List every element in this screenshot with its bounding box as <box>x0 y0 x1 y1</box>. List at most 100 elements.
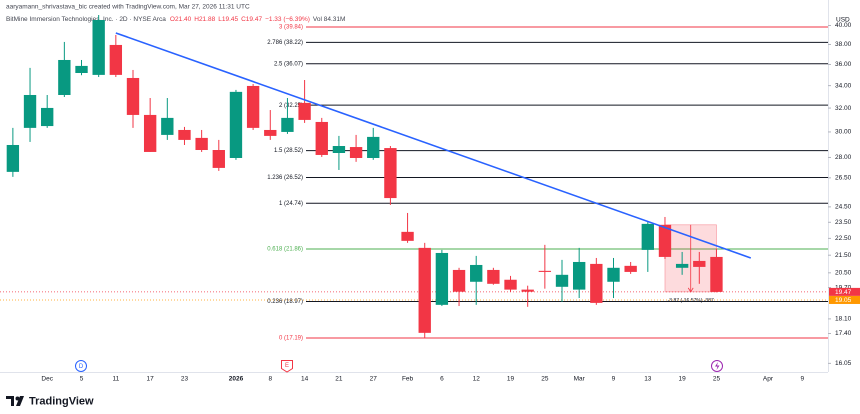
y-tick-label: 18.10 <box>835 316 852 323</box>
price-label-box <box>829 287 860 296</box>
candle-body <box>349 147 363 158</box>
fib-label: 1.5 (28.52) <box>274 148 303 154</box>
x-tick-label: 11 <box>112 376 119 383</box>
brand: TradingView <box>29 395 94 407</box>
candle-body <box>590 263 603 303</box>
x-tick-label: 5 <box>80 376 84 383</box>
trendline <box>115 32 752 259</box>
y-tick-label: 24.50 <box>835 204 852 211</box>
measure-arrow-head <box>687 287 694 293</box>
event-icon[interactable] <box>75 360 87 372</box>
fib-label: 0.236 (18.97) <box>267 299 303 305</box>
fib-label: 3 (39.84) <box>279 25 303 31</box>
candle-body <box>178 129 191 140</box>
candle-body <box>367 136 380 158</box>
candle-body <box>693 260 706 267</box>
x-tick-label: Apr <box>763 376 774 383</box>
symbol: BitMine Immersion Technologies, Inc. · 2… <box>6 16 166 23</box>
candle-body <box>161 117 174 135</box>
price-label-box <box>829 295 860 304</box>
x-tick-label: Feb <box>402 376 414 383</box>
y-tick-label: 36.00 <box>835 61 852 68</box>
candle-body <box>126 77 140 115</box>
candle-body <box>470 264 483 282</box>
candle-body <box>675 263 689 268</box>
fib-label: 0 (17.19) <box>279 336 303 342</box>
event-icon[interactable] <box>281 360 293 373</box>
x-tick-label: 23 <box>181 376 189 383</box>
fib-label: 0.618 (21.86) <box>267 247 303 253</box>
x-tick-label: 19 <box>507 376 515 383</box>
currency: USD <box>836 17 850 24</box>
y-tick-label: 19.70 <box>835 284 852 291</box>
candle-body <box>384 148 397 199</box>
candle-body <box>229 91 243 158</box>
ohlc: O21.40 <box>170 16 192 23</box>
x-tick-label: Dec <box>41 376 53 383</box>
candle-body <box>538 270 552 272</box>
candle-body <box>504 279 517 290</box>
y-tick-label: 16.05 <box>835 360 852 367</box>
candle-body <box>92 19 105 75</box>
candle-body <box>75 65 88 73</box>
x-tick-label: 9 <box>800 376 804 383</box>
attribution: aaryamann_shrivastava_bic created with T… <box>6 4 250 11</box>
candle-body <box>607 267 620 282</box>
footer: TradingView <box>6 395 94 407</box>
y-tick-label: 26.50 <box>835 175 852 182</box>
candle-body <box>624 265 637 272</box>
fib-label: 2 (32.25) <box>279 103 303 109</box>
ohlc: H21.88 <box>194 16 215 23</box>
y-tick-label: 28.00 <box>835 154 852 161</box>
price-label: 19.05 <box>835 297 852 304</box>
fib-label: 2.5 (36.07) <box>274 61 303 67</box>
x-tick-label: 14 <box>301 376 309 383</box>
measure-label: -3.87 (-16.57%) -387 <box>668 298 714 304</box>
y-tick-label: 40.00 <box>835 22 852 29</box>
fib-label: 1 (24.74) <box>279 201 303 207</box>
x-tick-label: 27 <box>370 376 378 383</box>
candle-body <box>109 44 123 75</box>
candle-body <box>143 114 157 152</box>
event-label: E <box>285 363 289 369</box>
candle-body <box>710 256 723 292</box>
x-tick-label: 6 <box>440 376 444 383</box>
candle-body <box>521 289 534 292</box>
candle-body <box>246 85 260 128</box>
y-tick-label: 32.00 <box>835 105 852 112</box>
ohlc: −1.33 (−6.39%) <box>265 16 310 23</box>
ohlc: C19.47 <box>241 16 262 23</box>
event-bolt <box>715 362 720 370</box>
candle-body <box>487 269 500 284</box>
price-label: 19.47 <box>835 289 852 296</box>
candle-body <box>555 274 569 287</box>
candle-body <box>401 231 414 241</box>
y-tick-label: 22.50 <box>835 235 852 242</box>
event-label: D <box>79 364 84 370</box>
y-tick-label: 17.40 <box>835 330 852 337</box>
candle-body <box>195 137 208 151</box>
candle-body <box>212 150 225 168</box>
candle-body <box>658 224 672 257</box>
x-tick-label: 17 <box>147 376 155 383</box>
x-tick-label: 25 <box>541 376 549 383</box>
y-tick-label: 20.50 <box>835 270 852 277</box>
candle-body <box>281 117 294 132</box>
candle-body <box>315 121 328 155</box>
y-tick-label: 38.00 <box>835 41 852 48</box>
candle-body <box>264 129 277 136</box>
x-tick-label: Mar <box>574 376 586 383</box>
candle-body <box>41 107 54 127</box>
candle-body <box>435 252 449 305</box>
y-tick-label: 30.00 <box>835 129 852 136</box>
candle-body <box>23 94 37 128</box>
fib-label: 1.236 (26.52) <box>267 175 303 181</box>
candle-body <box>418 247 431 333</box>
x-tick-label: 2026 <box>229 376 244 383</box>
legend: BitMine Immersion Technologies, Inc. · 2… <box>6 16 345 23</box>
ohlc: L19.45 <box>218 16 238 23</box>
candle-body <box>332 146 346 153</box>
volume: Vol 84.31M <box>313 16 346 23</box>
